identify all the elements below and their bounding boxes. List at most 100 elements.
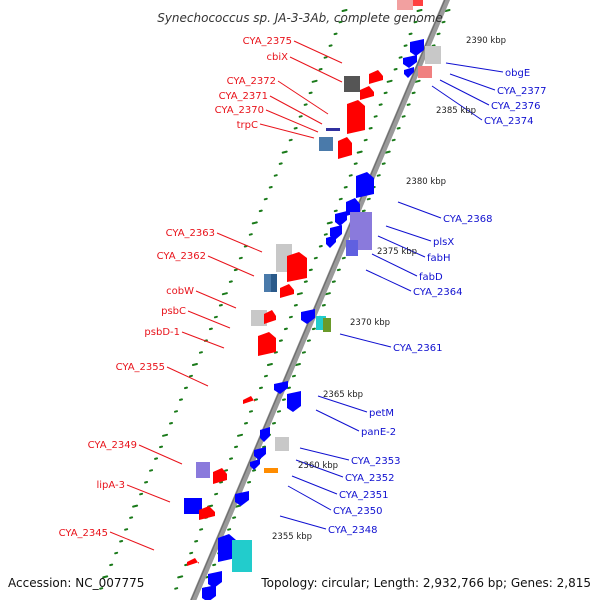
scale-tick [403, 44, 408, 47]
scale-tick [406, 103, 411, 106]
gene-label[interactable]: CYA_2375 [243, 36, 292, 47]
scale-tick [321, 304, 326, 307]
scale-tick [258, 209, 263, 213]
gene-label[interactable]: CYA_2376 [491, 101, 540, 112]
scale-tick [191, 363, 198, 366]
label-connector [187, 310, 231, 329]
scale-tick [273, 351, 278, 354]
gene-label[interactable]: cobW [166, 286, 194, 297]
gene-block [232, 540, 252, 572]
gene-arrow [335, 211, 347, 226]
scale-tick [361, 209, 366, 213]
gene-label[interactable]: CYA_2348 [328, 525, 377, 536]
label-connector [339, 333, 392, 348]
gene-label[interactable]: CYA_2377 [497, 86, 546, 97]
gene-arrow [254, 447, 266, 460]
scale-tick [208, 327, 213, 331]
scale-tick [383, 91, 388, 95]
scale-tick [373, 115, 378, 118]
scale-tick [228, 280, 233, 283]
gene-label[interactable]: CYA_2353 [351, 456, 400, 467]
gene-label[interactable]: CYA_2350 [333, 506, 382, 517]
scale-tick [218, 304, 223, 307]
gene-block [319, 137, 333, 151]
scale-tick [263, 374, 268, 378]
gene-label[interactable]: fabH [427, 253, 451, 264]
gene-label[interactable]: fabD [419, 272, 443, 283]
scale-tick [338, 20, 343, 24]
gene-label[interactable]: psbD-1 [144, 327, 180, 338]
scale-tick [248, 233, 253, 236]
gene-arrow [208, 571, 222, 588]
gene-label[interactable]: plsX [433, 237, 454, 248]
scale-tick [235, 504, 242, 508]
gene-label[interactable]: CYA_2363 [166, 228, 215, 239]
gene-label[interactable]: CYA_2361 [393, 343, 442, 354]
gene-label[interactable]: trpC [237, 120, 258, 131]
gene-label[interactable]: CYA_2372 [227, 76, 276, 87]
gene-label[interactable]: CYA_2362 [157, 251, 206, 262]
label-connector [195, 290, 237, 309]
gene-label[interactable]: CYA_2349 [88, 440, 137, 451]
label-connector [439, 79, 490, 106]
label-connector [259, 123, 315, 139]
gene-block [326, 128, 340, 131]
label-connector [299, 447, 350, 461]
gene-label[interactable]: CYA_2370 [215, 105, 264, 116]
gene-block [184, 498, 202, 514]
scale-ticks [99, 9, 451, 590]
gene-features [184, 0, 441, 602]
scale-tick [268, 186, 273, 189]
gene-label[interactable]: CYA_2364 [413, 287, 462, 298]
label-connector [317, 395, 368, 413]
gene-arrow [346, 198, 360, 216]
scale-tick [413, 20, 418, 24]
gene-label[interactable]: CYA_2351 [339, 490, 388, 501]
label-connector [291, 475, 338, 495]
gene-label[interactable]: CYA_2368 [443, 214, 492, 225]
gene-arrow [274, 381, 288, 394]
gene-block [264, 274, 274, 292]
scale-tick [198, 351, 203, 354]
gene-label[interactable]: petM [369, 408, 394, 419]
kbp-marker: 2360 kbp [298, 461, 338, 471]
label-connector [365, 269, 412, 292]
scale-tick [376, 174, 381, 177]
gene-label[interactable]: CYA_2352 [345, 473, 394, 484]
gene-arrow [369, 70, 383, 84]
gene-label[interactable]: lipA-3 [97, 480, 126, 491]
gene-label[interactable]: psbC [161, 306, 186, 317]
scale-tick [288, 315, 293, 319]
scale-tick [243, 245, 248, 248]
label-connector [109, 531, 155, 551]
kbp-marker: 2375 kbp [377, 247, 417, 257]
label-connector [295, 459, 344, 478]
scale-tick [149, 469, 154, 472]
label-connector [166, 366, 209, 387]
gene-label[interactable]: obgE [505, 68, 530, 79]
gene-label[interactable]: panE-2 [361, 427, 396, 438]
scale-tick [444, 9, 451, 12]
scale-tick [169, 422, 174, 425]
scale-tick [144, 481, 149, 484]
reverse-strand-labels: obgE CYA_2377 CYA_2376 CYA_2374 CYA_2368… [328, 68, 546, 536]
scale-tick [281, 150, 288, 154]
scale-tick [177, 575, 184, 579]
gene-block [346, 240, 358, 256]
scale-tick [184, 563, 189, 567]
scale-tick [278, 162, 283, 165]
scale-tick [162, 433, 169, 437]
gene-label[interactable]: CYA_2374 [484, 116, 533, 127]
scale-tick [139, 492, 144, 496]
scale-tick [159, 445, 164, 449]
gene-label[interactable]: cbiX [267, 52, 289, 63]
gene-arrow [199, 506, 215, 520]
scale-tick [183, 386, 188, 390]
gene-arrow [187, 558, 199, 566]
scale-tick [272, 422, 277, 425]
scale-tick [178, 398, 183, 401]
label-connector [181, 331, 225, 349]
gene-label[interactable]: CYA_2371 [219, 91, 268, 102]
gene-label[interactable]: CYA_2355 [116, 362, 165, 373]
gene-label[interactable]: CYA_2345 [59, 528, 108, 539]
